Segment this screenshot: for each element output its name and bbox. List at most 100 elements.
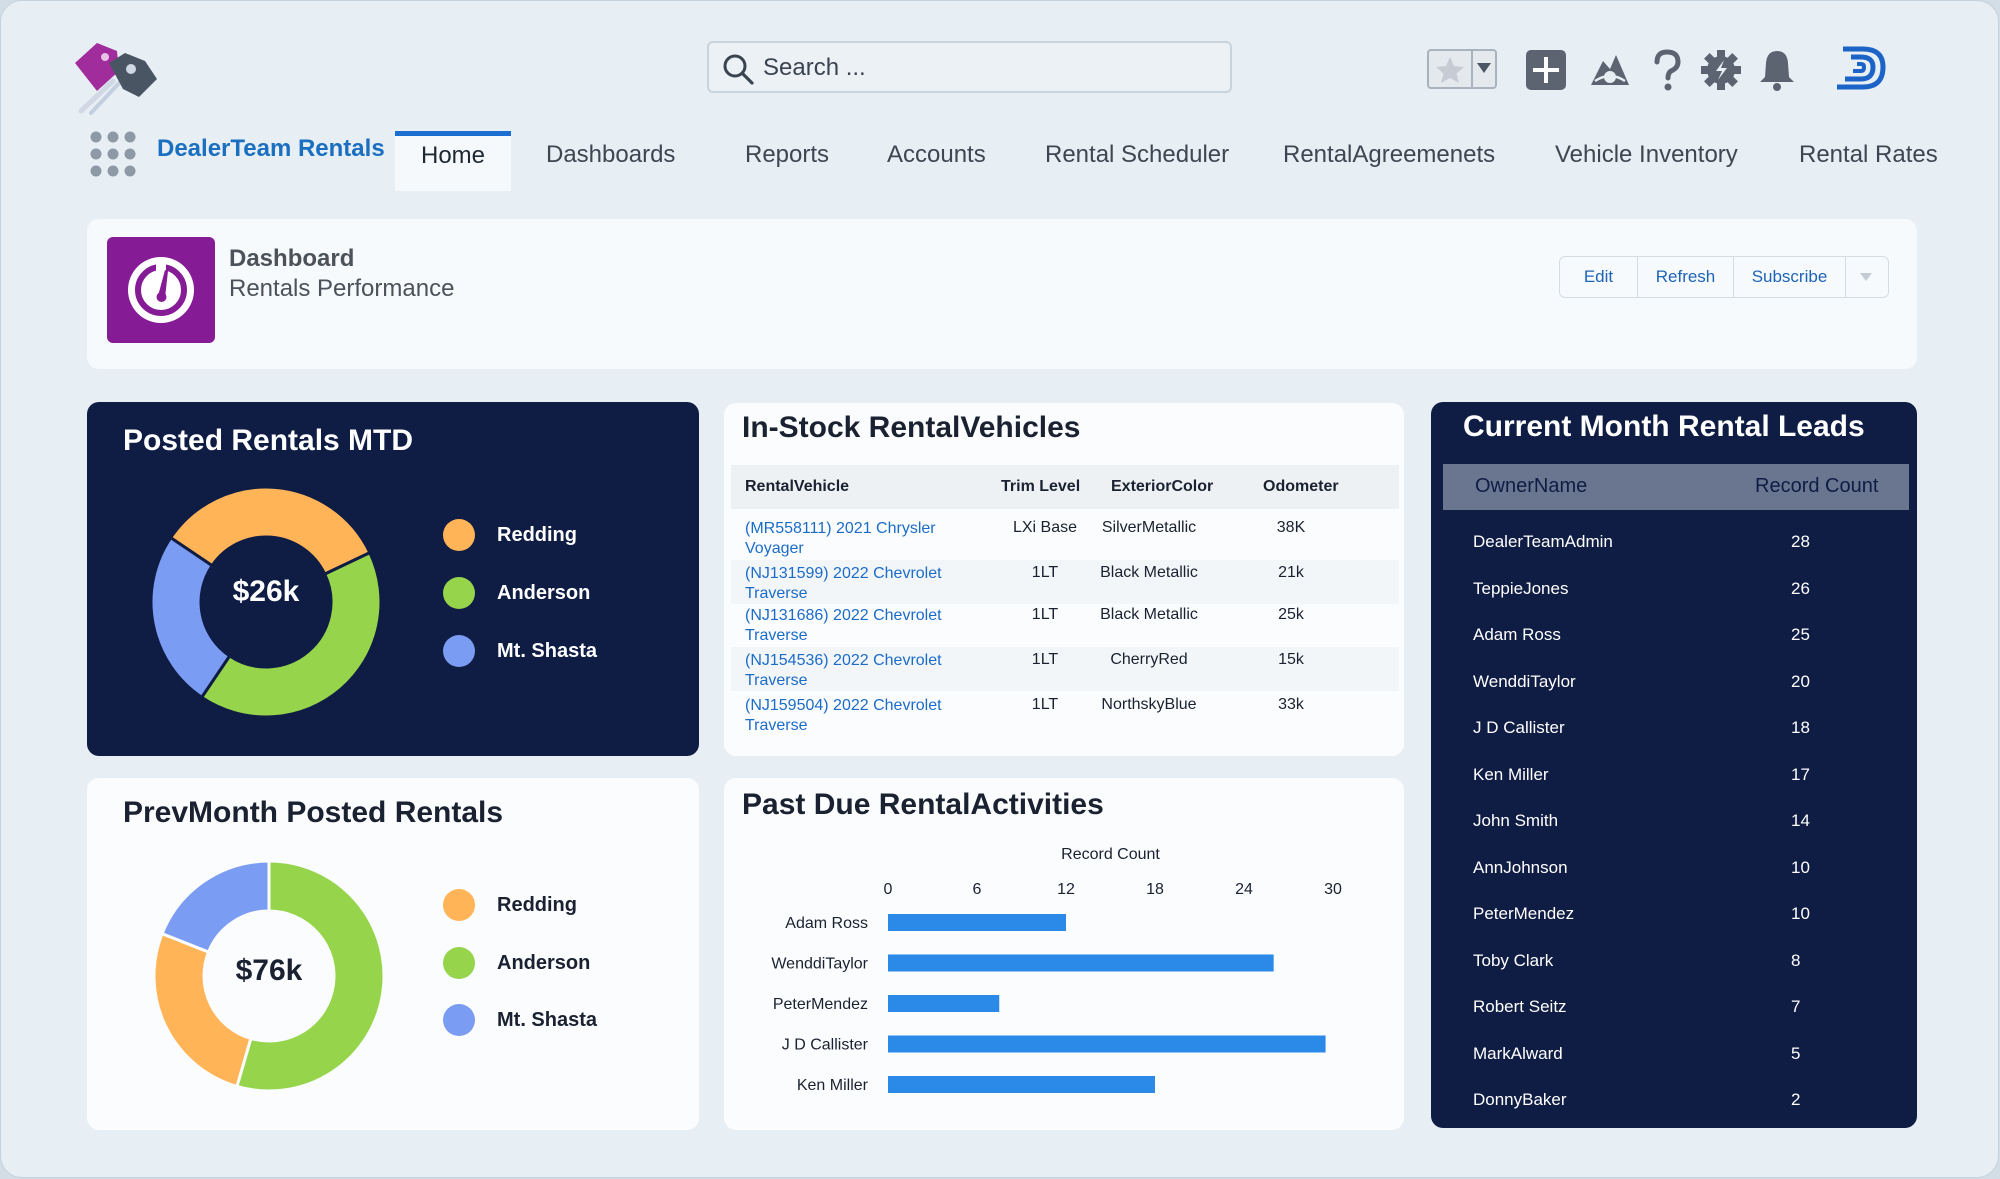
global-search[interactable] bbox=[707, 41, 1232, 93]
donut-slice-anderson[interactable] bbox=[199, 550, 383, 719]
legend-item-mt-shasta: Mt. Shasta bbox=[443, 634, 597, 668]
record-count-cell: 25 bbox=[1791, 625, 1810, 644]
table-row[interactable]: DealerTeamAdmin 28 bbox=[1443, 524, 1909, 564]
dashboard-tile bbox=[107, 237, 215, 343]
table-row: (MR558111) 2021 Chrysler Voyager LXi Bas… bbox=[731, 515, 1399, 559]
table-row: (NJ131599) 2022 Chevrolet Traverse 1LT B… bbox=[731, 560, 1399, 604]
table-row[interactable]: DonnyBaker 2 bbox=[1443, 1082, 1909, 1122]
search-input[interactable] bbox=[763, 49, 1203, 87]
legend-swatch bbox=[443, 635, 475, 667]
table-row[interactable]: AnnJohnson 10 bbox=[1443, 850, 1909, 890]
column-header-record-count[interactable]: Record Count bbox=[1755, 475, 1879, 497]
bar-adam-ross[interactable] bbox=[888, 914, 1066, 931]
odometer-cell: 33k bbox=[1278, 696, 1304, 713]
legend-label: Redding bbox=[497, 523, 577, 546]
owner-name-cell: J D Callister bbox=[1473, 718, 1565, 737]
help-icon[interactable] bbox=[1644, 47, 1690, 93]
x-tick-label: 30 bbox=[1324, 881, 1342, 898]
dealerteam-logo-icon[interactable] bbox=[1831, 43, 1891, 95]
tab-reports[interactable]: Reports bbox=[745, 141, 830, 168]
donut-slice-mt-shasta[interactable] bbox=[149, 535, 232, 700]
bar-j-d-callister[interactable] bbox=[888, 1035, 1326, 1053]
donut-slice-redding[interactable] bbox=[152, 931, 253, 1089]
more-actions-button[interactable] bbox=[1846, 257, 1888, 297]
table-row[interactable]: John Smith 14 bbox=[1443, 803, 1909, 843]
subscribe-button[interactable]: Subscribe bbox=[1734, 257, 1846, 297]
tab-dashboards[interactable]: Dashboards bbox=[546, 141, 676, 168]
column-header-odometer[interactable]: Odometer bbox=[1263, 478, 1339, 495]
tab-home[interactable]: Home bbox=[395, 131, 512, 191]
donut-slice-anderson[interactable] bbox=[235, 859, 386, 1093]
owner-name-cell: Adam Ross bbox=[1473, 625, 1561, 644]
table-row[interactable]: PeterMendez 10 bbox=[1443, 896, 1909, 936]
dashboard-title: Dashboard bbox=[229, 245, 355, 272]
table-row[interactable]: MarkAlward 5 bbox=[1443, 1036, 1909, 1076]
x-axis-title: Record Count bbox=[1061, 846, 1160, 863]
tab-accounts[interactable]: Accounts bbox=[887, 141, 986, 168]
trailhead-icon[interactable] bbox=[1587, 47, 1633, 93]
posted-rentals-mtd-card: Posted Rentals MTD $26k Redding Anderson… bbox=[87, 402, 699, 756]
bar-ken-miller[interactable] bbox=[888, 1076, 1155, 1093]
column-header-vehicle[interactable]: RentalVehicle bbox=[745, 478, 850, 495]
owner-name-cell: Robert Seitz bbox=[1473, 997, 1567, 1016]
table-row[interactable]: Adam Ross 25 bbox=[1443, 617, 1909, 657]
legend-item-mt-shasta: Mt. Shasta bbox=[443, 1003, 597, 1037]
setup-gear-icon[interactable] bbox=[1698, 47, 1744, 93]
app-name: DealerTeam Rentals bbox=[157, 135, 385, 162]
record-count-cell: 20 bbox=[1791, 671, 1810, 691]
table-row[interactable]: J D Callister 18 bbox=[1443, 710, 1909, 750]
current-month-leads-title: Current Month Rental Leads bbox=[1463, 410, 1865, 443]
dashboard-gauge-icon bbox=[128, 257, 194, 323]
edit-button[interactable]: Edit bbox=[1560, 257, 1638, 297]
table-row[interactable]: TeppieJones 26 bbox=[1443, 571, 1909, 611]
color-cell: CherryRed bbox=[1110, 651, 1188, 668]
table-row[interactable]: Robert Seitz 7 bbox=[1443, 989, 1909, 1029]
chevron-down-icon[interactable] bbox=[1477, 63, 1491, 75]
refresh-button[interactable]: Refresh bbox=[1638, 257, 1734, 297]
table-row[interactable]: Ken Miller 17 bbox=[1443, 757, 1909, 797]
legend-label: Anderson bbox=[497, 951, 591, 974]
past-due-activities-card: Past Due RentalActivities Record Count 0 6… bbox=[724, 778, 1404, 1130]
owner-name-cell: DonnyBaker bbox=[1473, 1090, 1567, 1109]
table-row[interactable]: WenddiTaylor 20 bbox=[1443, 664, 1909, 704]
vehicle-link[interactable]: (NJ131599) 2022 Chevrolet Traverse bbox=[745, 565, 942, 602]
notifications-bell-icon[interactable] bbox=[1754, 47, 1800, 93]
tab-rental-scheduler[interactable]: Rental Scheduler bbox=[1045, 141, 1230, 168]
record-count-cell: 8 bbox=[1791, 950, 1801, 970]
owner-name-cell: DealerTeamAdmin bbox=[1473, 532, 1613, 551]
add-icon[interactable] bbox=[1523, 47, 1569, 93]
record-count-cell: 2 bbox=[1791, 1090, 1801, 1109]
x-tick-label: 18 bbox=[1146, 881, 1164, 898]
bar-petermendez[interactable] bbox=[888, 995, 1000, 1012]
trim-cell: 1LT bbox=[1031, 696, 1059, 713]
owner-name-cell: TeppieJones bbox=[1473, 578, 1569, 598]
vehicle-link[interactable]: (NJ154536) 2022 Chevrolet Traverse bbox=[745, 652, 942, 689]
color-cell: SilverMetallic bbox=[1101, 519, 1197, 536]
legend-item-anderson: Anderson bbox=[443, 576, 590, 610]
dashboard-subtitle: Rentals Performance bbox=[229, 275, 455, 302]
tab-rental-rates[interactable]: Rental Rates bbox=[1799, 141, 1938, 168]
owner-name-cell: John Smith bbox=[1473, 811, 1559, 830]
favorites-button[interactable] bbox=[1427, 49, 1497, 89]
vehicle-link[interactable]: (NJ159504) 2022 Chevrolet Traverse bbox=[745, 697, 942, 734]
tab-rental-agreements[interactable]: RentalAgreemenets bbox=[1283, 141, 1496, 168]
vehicle-link[interactable]: (MR558111) 2021 Chrysler Voyager bbox=[745, 520, 936, 557]
column-header-trim[interactable]: Trim Level bbox=[1001, 478, 1081, 495]
vehicle-link[interactable]: (NJ131686) 2022 Chevrolet Traverse bbox=[745, 607, 942, 644]
color-cell: NorthskyBlue bbox=[1101, 696, 1197, 713]
column-header-owner[interactable]: OwnerName bbox=[1475, 475, 1588, 497]
x-tick-label: 12 bbox=[1057, 881, 1075, 898]
donut-slice-redding[interactable] bbox=[168, 485, 372, 577]
bar-wendditaylor[interactable] bbox=[888, 954, 1274, 972]
y-category-label: WenddiTaylor bbox=[771, 956, 868, 973]
donut-slice-mt-shasta[interactable] bbox=[160, 859, 271, 955]
prev-month-total: $76k bbox=[235, 954, 303, 987]
table-row[interactable]: Toby Clark 8 bbox=[1443, 943, 1909, 983]
column-header-color[interactable]: ExteriorColor bbox=[1111, 478, 1214, 495]
x-tick-label: 6 bbox=[973, 881, 982, 898]
table-row: (NJ159504) 2022 Chevrolet Traverse 1LT N… bbox=[731, 692, 1399, 736]
record-count-cell: 10 bbox=[1791, 857, 1810, 877]
tab-vehicle-inventory[interactable]: Vehicle Inventory bbox=[1555, 141, 1738, 168]
x-tick-label: 0 bbox=[884, 881, 893, 898]
app-launcher-icon[interactable] bbox=[89, 129, 137, 179]
